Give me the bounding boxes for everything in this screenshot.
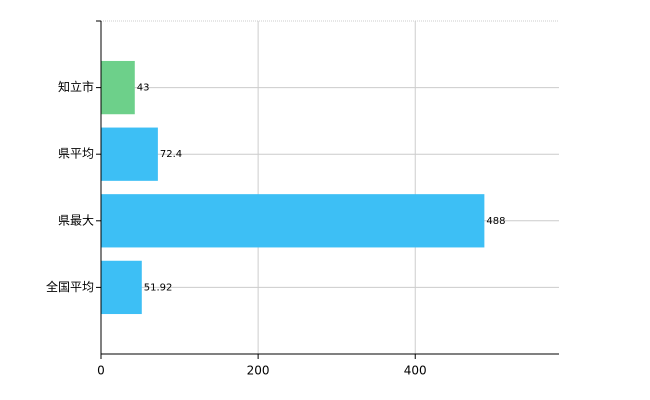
y-tick-label: 知立市 bbox=[58, 79, 94, 94]
value-label: 488 bbox=[486, 216, 505, 227]
bar bbox=[101, 260, 142, 315]
y-tick-label: 全国平均 bbox=[46, 279, 94, 294]
value-label: 72.4 bbox=[160, 149, 182, 160]
y-tick-label: 県平均 bbox=[58, 147, 94, 161]
bar bbox=[101, 60, 135, 115]
bar bbox=[101, 127, 158, 181]
x-tick-label: 400 bbox=[404, 364, 427, 378]
y-tick-label: 県最大 bbox=[58, 213, 94, 227]
bar bbox=[101, 194, 485, 248]
x-tick-label: 200 bbox=[247, 364, 270, 378]
value-label: 51.92 bbox=[144, 282, 173, 293]
x-tick-label: 0 bbox=[97, 364, 105, 378]
value-label: 43 bbox=[137, 83, 150, 94]
